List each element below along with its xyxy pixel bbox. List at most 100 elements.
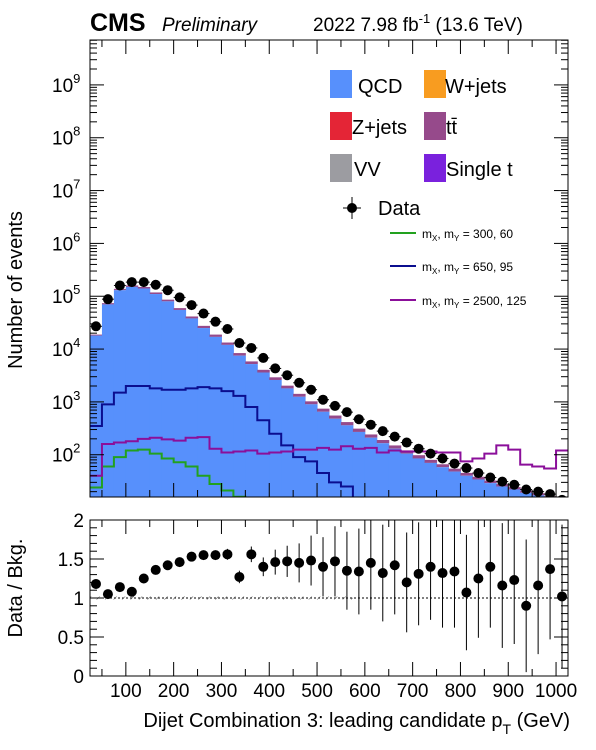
- legend-label-signal-2: mX, mY = 650, 95: [422, 260, 513, 276]
- main-y-axis: 102 103 104 105 106 107 108 109: [52, 39, 568, 493]
- bar-ttbar: [293, 393, 306, 397]
- bar-ttbar: [388, 445, 402, 449]
- ratio-y-tick-label: 1.5: [58, 550, 84, 571]
- ratio-point: [425, 561, 436, 572]
- legend-label-qcd: QCD: [358, 76, 402, 98]
- bar-qcd: [436, 467, 449, 497]
- bar-ttbar: [317, 408, 330, 412]
- bar-qcd: [340, 425, 354, 497]
- data-point: [210, 316, 221, 327]
- x-tick-label: 400: [253, 681, 285, 702]
- bar-ttbar: [329, 415, 342, 419]
- data-point: [126, 277, 137, 288]
- legend-label-vv: VV: [354, 159, 381, 181]
- legend-swatch-ttbar: [424, 112, 446, 140]
- energy-value: (13.6 TeV): [430, 15, 523, 36]
- ratio-point: [90, 578, 101, 589]
- ratio-point: [401, 577, 412, 588]
- legend-label-singlet: Single t: [446, 159, 513, 181]
- data-point: [198, 308, 209, 319]
- legend-label-data: Data: [378, 198, 421, 220]
- bar-ttbar: [257, 369, 270, 373]
- bar-qcd: [161, 301, 175, 497]
- bar-ttbar: [460, 472, 473, 476]
- bar-ttbar: [161, 299, 175, 302]
- main-y-tick-label: 105: [52, 282, 80, 308]
- ratio-point: [329, 556, 340, 567]
- ratio-point: [521, 600, 532, 611]
- data-point: [365, 419, 376, 430]
- legend-swatch-singlet: [424, 154, 446, 182]
- data-point: [138, 277, 149, 288]
- ratio-point: [174, 557, 185, 568]
- ratio-point: [437, 568, 448, 579]
- bar-qcd: [484, 483, 497, 497]
- bar-ttbar: [436, 464, 449, 468]
- main-y-tick-label: 104: [52, 335, 80, 361]
- ratio-point: [270, 557, 281, 568]
- ratio-point: [377, 568, 388, 579]
- data-point: [318, 394, 329, 405]
- ratio-y-tick-label: 0.5: [58, 628, 84, 649]
- bar-qcd: [221, 344, 234, 497]
- data-point: [150, 279, 161, 290]
- bar-ttbar: [305, 401, 318, 405]
- bar-ttbar: [424, 459, 438, 463]
- bar-qcd: [400, 453, 414, 497]
- x-axis: 100 200 300 400 500 600 700 800 900 1000: [101, 40, 577, 702]
- data-point: [258, 352, 269, 363]
- bar-qcd: [125, 286, 139, 497]
- bar-ttbar: [352, 428, 366, 432]
- ratio-point: [198, 550, 209, 561]
- bar-ttbar: [233, 353, 246, 356]
- bar-ttbar: [269, 377, 282, 380]
- ratio-point: [258, 561, 269, 572]
- legend-label-signal-1: mX, mY = 300, 60: [422, 227, 513, 243]
- legend-marker-data: [343, 197, 361, 219]
- data-point: [545, 489, 556, 497]
- x-tick-label: 500: [301, 681, 333, 702]
- main-y-axis-label: Number of events: [5, 211, 27, 369]
- signal-3-line: [90, 436, 568, 477]
- bar-qcd: [460, 475, 473, 497]
- lumi-value: 2022 7.98 fb: [313, 15, 419, 36]
- ratio-point: [282, 556, 293, 567]
- bar-qcd: [173, 309, 187, 497]
- main-y-tick-label: 103: [52, 388, 80, 414]
- main-y-tick-label: 108: [52, 124, 80, 150]
- x-tick-label: 200: [158, 681, 190, 702]
- ratio-point: [318, 561, 329, 572]
- data-point: [282, 370, 293, 381]
- main-plot-area: [90, 277, 568, 497]
- bar-ttbar: [281, 385, 294, 389]
- bar-ttbar: [149, 292, 163, 295]
- lumi-exponent: -1: [419, 11, 431, 26]
- data-point: [234, 338, 245, 349]
- x-tick-label: 1000: [535, 681, 577, 702]
- legend-swatch-qcd: [330, 70, 352, 98]
- bar-qcd: [448, 471, 461, 497]
- bar-qcd: [293, 396, 306, 497]
- bar-qcd: [197, 328, 210, 497]
- data-point: [329, 400, 340, 411]
- bar-qcd: [137, 288, 151, 497]
- data-point: [449, 458, 460, 469]
- bar-ttbar: [412, 455, 426, 459]
- data-point: [413, 443, 424, 454]
- ratio-point: [306, 555, 317, 566]
- bar-ttbar: [221, 342, 234, 345]
- data-point: [497, 476, 508, 487]
- bar-ttbar: [90, 334, 103, 336]
- data-point: [377, 426, 388, 437]
- ratio-point: [341, 565, 352, 576]
- bar-qcd: [101, 304, 115, 497]
- main-y-tick-label: 109: [52, 71, 80, 97]
- bar-qcd: [508, 489, 521, 497]
- ratio-point: [485, 561, 496, 572]
- legend-label-signal-3: mX, mY = 2500, 125: [422, 294, 527, 310]
- data-point: [437, 453, 448, 464]
- data-point: [557, 494, 567, 497]
- data-point: [509, 479, 520, 490]
- ratio-uncertainty-band: [90, 596, 353, 600]
